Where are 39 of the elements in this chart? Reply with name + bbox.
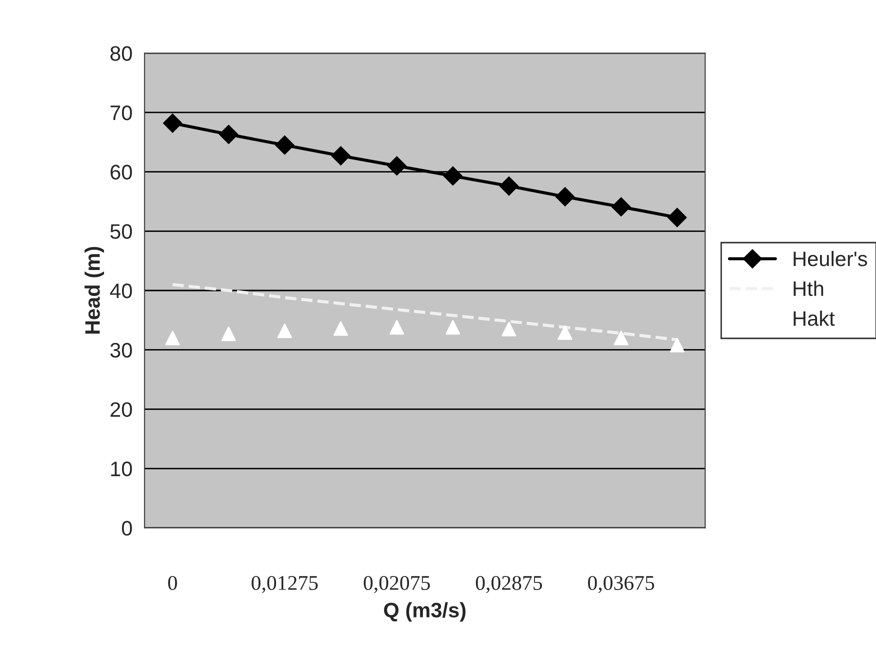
y-tick-label: 50 xyxy=(110,224,132,239)
point xyxy=(165,330,180,346)
point xyxy=(387,156,406,176)
y-tick-label: 70 xyxy=(110,105,132,120)
legend-label: Heuler's xyxy=(794,250,868,266)
x-axis-title: Q (m3/s) xyxy=(384,602,466,622)
point xyxy=(333,321,348,336)
y-tick-label: 10 xyxy=(111,462,132,476)
point xyxy=(558,325,572,340)
point xyxy=(499,176,518,196)
y-axis-title: Head (m) xyxy=(84,246,104,334)
y-tick-label: 20 xyxy=(110,402,132,417)
point xyxy=(277,324,292,338)
y-tick-label: 80 xyxy=(110,46,132,61)
point xyxy=(443,166,462,186)
y-tick-label: 0 xyxy=(122,520,132,536)
point xyxy=(221,326,236,342)
x-tick-label: 0 xyxy=(168,576,177,590)
point xyxy=(612,197,631,216)
point xyxy=(275,136,294,155)
y-tick-label: 60 xyxy=(110,164,132,180)
point xyxy=(555,187,575,206)
point xyxy=(446,320,460,335)
point xyxy=(502,322,516,336)
point xyxy=(331,146,350,166)
x-tick-label: 0,01275 xyxy=(252,576,318,594)
y-tick-label: 40 xyxy=(110,284,132,298)
point xyxy=(668,208,687,228)
point xyxy=(670,338,684,352)
x-tick-label: 0,03675 xyxy=(588,576,654,594)
x-tick-label: 0,02875 xyxy=(476,576,542,594)
text: Hakt xyxy=(794,310,835,326)
point xyxy=(614,330,628,346)
legend-label: Hth xyxy=(794,280,824,296)
point xyxy=(219,124,238,144)
x-tick-label: 0,02075 xyxy=(364,576,430,594)
point xyxy=(163,114,182,133)
y-tick-label: 30 xyxy=(110,342,132,358)
point xyxy=(390,320,404,335)
